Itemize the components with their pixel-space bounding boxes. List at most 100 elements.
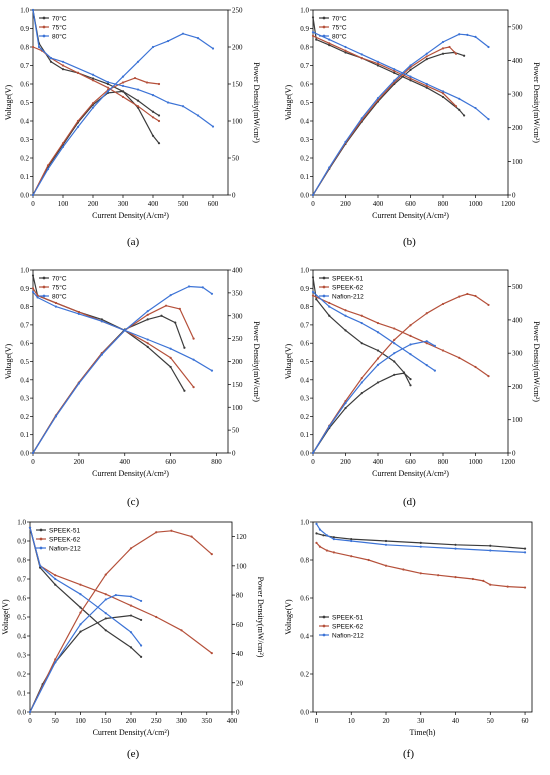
y2-tick-label: 40 (236, 650, 244, 658)
y-tick-label: 0.6 (300, 340, 309, 348)
data-point (79, 611, 82, 614)
y-tick-label: 0.6 (20, 340, 29, 348)
y2-axis-label: Power Density(mW/cm²) (252, 62, 261, 143)
data-point (454, 105, 458, 108)
chart-f: 0 10 20 30 40 50 60 0.0 0.2 0.4 0.6 0.8 1.0 Time(h) Vo… (284, 519, 533, 737)
x-tick-label: 1000 (469, 200, 484, 208)
data-point (91, 73, 95, 76)
data-point (315, 298, 318, 301)
data-point (506, 585, 509, 588)
y-tick-label: 0.9 (20, 285, 29, 293)
data-point (91, 77, 95, 80)
legend-marker (42, 276, 46, 280)
data-point (441, 302, 445, 306)
x-tick-label: 30 (417, 717, 425, 725)
data-point (46, 168, 50, 171)
data-point (350, 555, 353, 558)
data-point (433, 344, 436, 347)
data-point (196, 114, 200, 117)
legend-marker (322, 294, 326, 298)
x-tick-label: 600 (165, 458, 176, 466)
y2-tick-label: 100 (232, 404, 243, 412)
data-point (76, 119, 80, 123)
data-point (409, 324, 412, 327)
data-point (61, 142, 65, 145)
data-point (181, 105, 185, 108)
data-point (328, 166, 331, 169)
x-tick-label: 50 (52, 717, 60, 725)
y-tick-label: 0.4 (17, 633, 26, 641)
data-point (146, 345, 149, 348)
y-axis-label: Voltage(V) (284, 84, 293, 120)
y-tick-label: 1.0 (20, 7, 29, 15)
data-point (425, 364, 428, 367)
y-tick-label: 1.0 (20, 267, 29, 275)
data-point (91, 106, 95, 109)
data-point (315, 532, 318, 535)
series-0-power-line (312, 51, 465, 196)
data-point (474, 294, 477, 298)
data-point (31, 274, 35, 277)
x-tick-label: 1200 (501, 458, 516, 466)
data-point (121, 90, 125, 93)
data-point (433, 369, 436, 372)
data-point (463, 114, 466, 117)
data-point (318, 545, 322, 548)
data-point (169, 356, 172, 359)
caption-c: (c) (127, 496, 140, 508)
y-tick-label: 0.5 (300, 358, 309, 366)
data-point (151, 116, 155, 119)
x-tick-label: 400 (120, 458, 131, 466)
y-tick-label: 0.8 (300, 44, 309, 52)
x-axis-label: Time(h) (410, 728, 436, 737)
legend-marker (42, 34, 46, 38)
data-point (196, 37, 200, 40)
chart-a: 0 100 200 300 400 500 6000.00.10.20.30.40.50.6… (4, 7, 261, 221)
data-point (332, 536, 335, 539)
series-1-polarization-line (312, 295, 489, 377)
x-tick-label: 800 (438, 200, 449, 208)
series-2-power-line (312, 33, 489, 196)
x-tick-label: 400 (148, 200, 159, 208)
data-point (425, 55, 428, 58)
y-tick-label: 1.0 (300, 267, 309, 275)
x-tick-label: 350 (202, 717, 213, 725)
y2-tick-label: 300 (232, 312, 243, 320)
data-point (384, 564, 388, 567)
y-tick-label: 0.8 (300, 557, 309, 565)
chart-b: 0 200 400 600 800 1000 12000.00.10.20.30.40.50… (284, 7, 541, 221)
data-point (425, 58, 428, 61)
data-point (328, 314, 331, 317)
data-point (376, 363, 380, 366)
y-tick-label: 0.4 (300, 118, 309, 126)
data-point (129, 631, 133, 634)
x-tick-label: 300 (118, 200, 129, 208)
y-tick-label: 0.7 (300, 321, 309, 329)
data-point (376, 349, 380, 352)
y-tick-label: 0.1 (300, 431, 309, 439)
x-tick-label: 400 (227, 717, 238, 725)
data-point (393, 69, 396, 73)
data-point (344, 406, 347, 410)
data-point (409, 353, 412, 356)
data-point (77, 382, 80, 385)
data-point (104, 598, 107, 601)
data-point (328, 44, 331, 47)
legend-label: Nafion-212 (332, 632, 364, 639)
chart-c: 0 200 400 600 800 0.0 0.1 0.2 0.3 0.4 0.5 0.6 0.7 0.8… (4, 267, 261, 479)
data-point (344, 314, 347, 317)
y-tick-label: 0.2 (300, 671, 309, 679)
data-point (151, 94, 155, 97)
data-point (384, 543, 388, 546)
series-1-power-line (312, 46, 457, 196)
data-point (318, 528, 322, 531)
y-tick-label: 0.5 (300, 99, 309, 107)
data-point (106, 81, 110, 84)
y-tick-label: 0.6 (300, 81, 309, 89)
data-point (210, 292, 214, 295)
data-point (54, 661, 57, 664)
data-point (328, 425, 331, 428)
data-point (183, 346, 186, 349)
y2-axis-label: Power Density(mW/cm²) (532, 321, 541, 402)
